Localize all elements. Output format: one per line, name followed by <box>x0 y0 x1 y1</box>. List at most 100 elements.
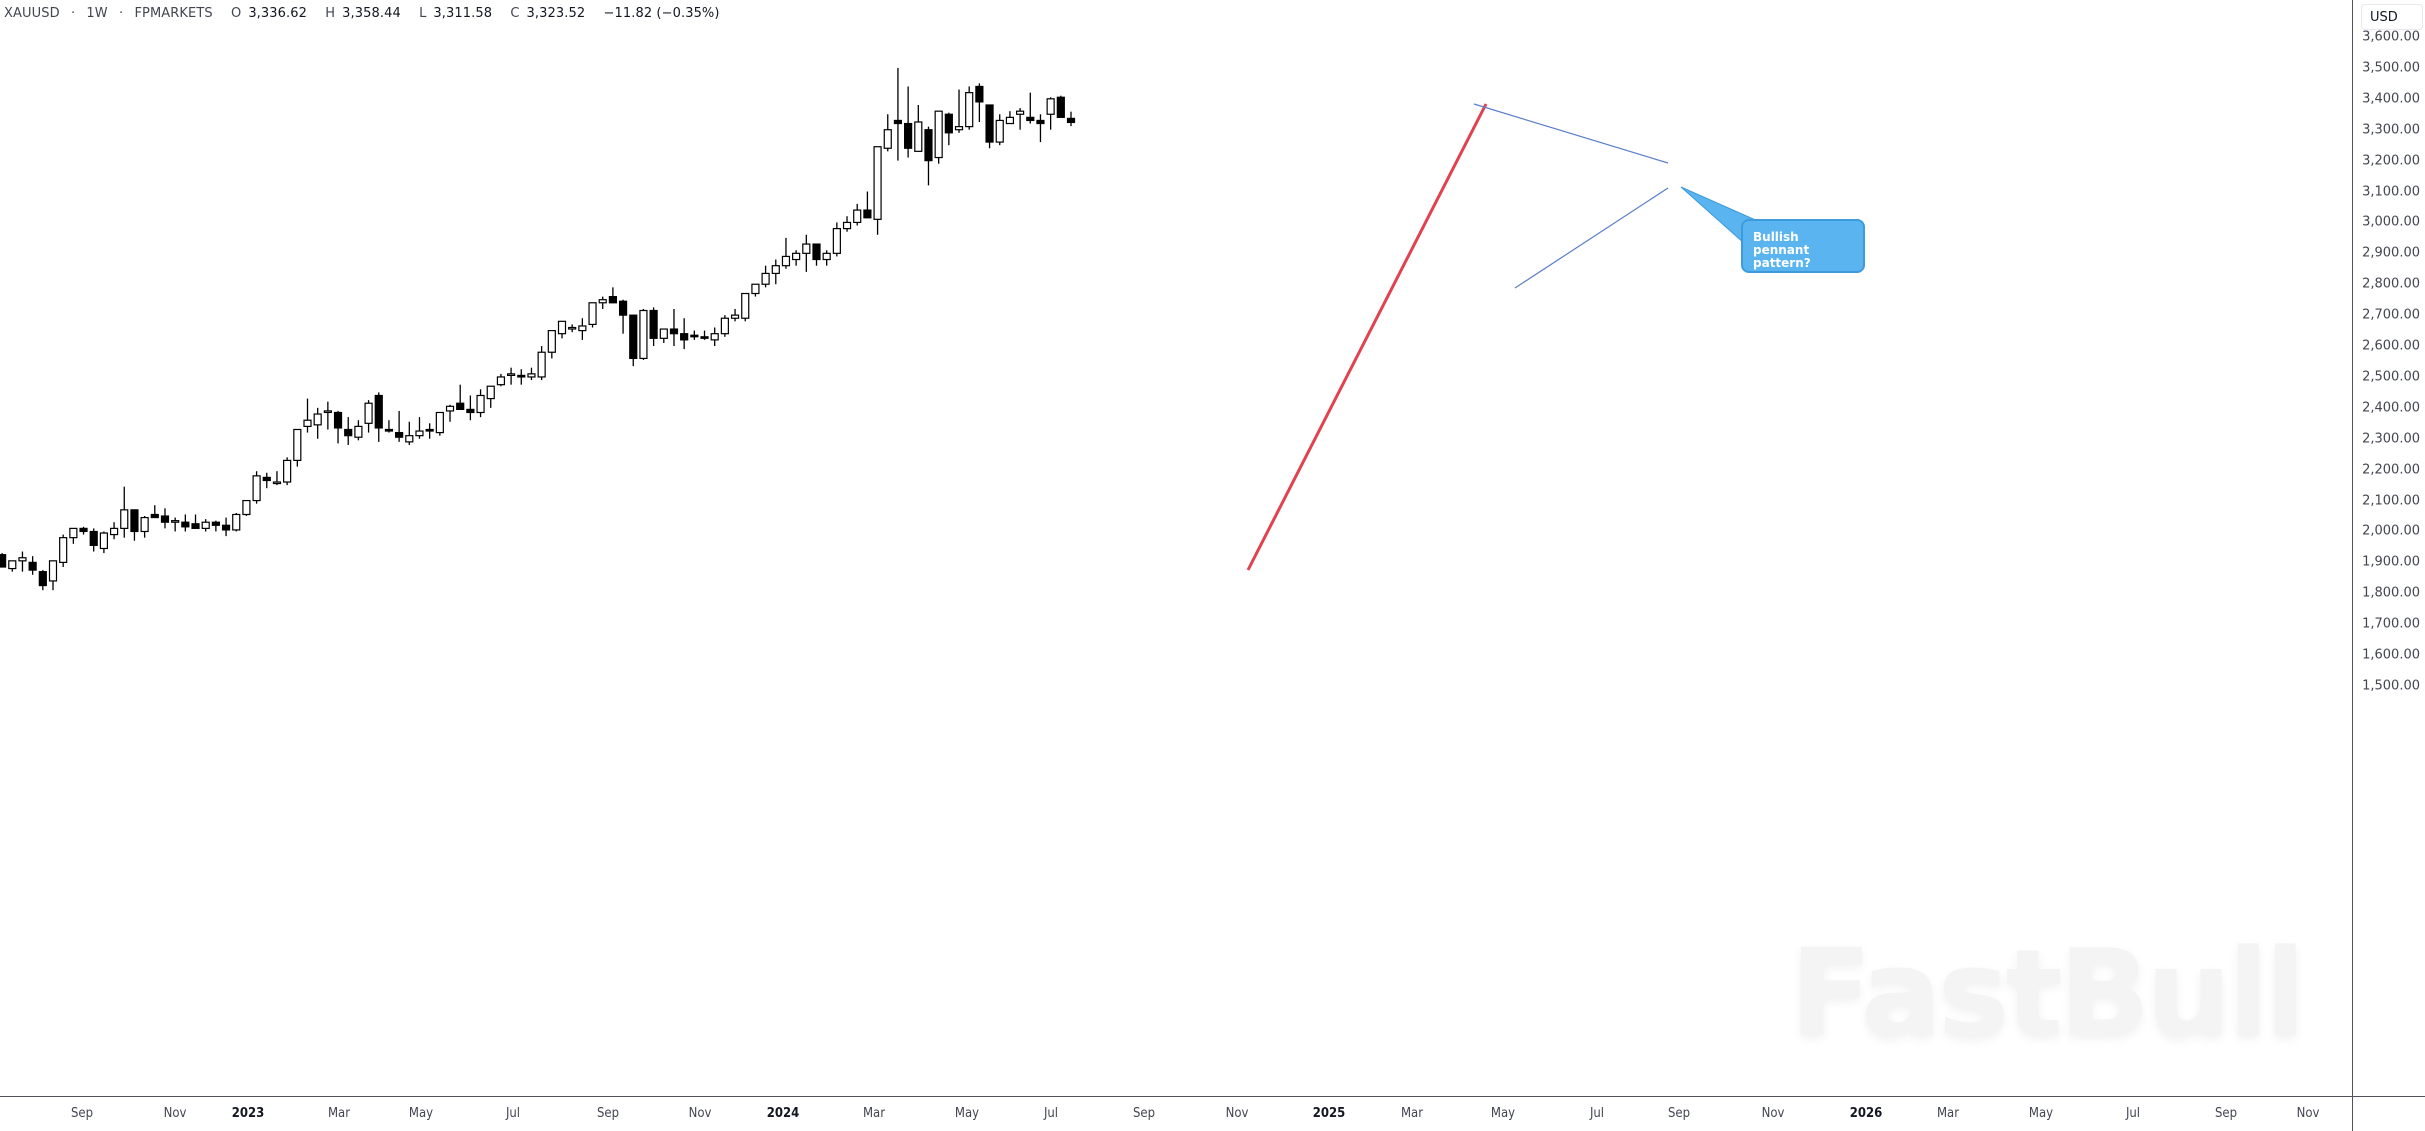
candle-up <box>954 126 964 131</box>
time-tick-label: Nov <box>163 1106 187 1121</box>
price-tick-label: 3,100.00 <box>2362 184 2420 200</box>
time-tick-label: Nov <box>1225 1106 1249 1121</box>
candle-up <box>598 299 607 304</box>
time-tick-label: Mar <box>1936 1106 1960 1121</box>
candle-up <box>995 119 1004 143</box>
candle-down <box>395 431 404 438</box>
candle-up <box>59 537 68 563</box>
pennant-lower-trendline[interactable] <box>1514 187 1669 289</box>
candle-up <box>283 459 292 483</box>
ohlc-low: L 3,311.58 <box>419 6 493 21</box>
candle-up <box>293 428 302 461</box>
candle-down <box>262 476 271 482</box>
candle-up <box>934 110 943 159</box>
candle-up <box>568 326 577 330</box>
candle-down <box>680 333 689 341</box>
candle-down <box>669 328 679 335</box>
candle-up <box>1015 110 1025 115</box>
candle-down <box>629 314 638 360</box>
candle-down <box>517 374 526 378</box>
bullish-pennant-callout[interactable]: Bullish pennant pattern? <box>1741 219 1865 273</box>
candle-down <box>812 243 821 261</box>
time-tick-label: Jul <box>1043 1106 1059 1121</box>
candlestick-series <box>0 67 1076 591</box>
symbol-legend: XAUUSD · 1W · FPMARKETS O 3,336.62 H 3,358… <box>4 6 727 21</box>
time-tick-label: Jul <box>505 1106 521 1121</box>
candle-up <box>883 129 892 149</box>
candle-up <box>323 410 332 414</box>
time-tick-label: Mar <box>862 1106 886 1121</box>
time-tick-label: Sep <box>2214 1106 2238 1121</box>
candle-up <box>303 419 312 428</box>
candle-down <box>1036 119 1045 125</box>
candle-down <box>1066 117 1076 124</box>
time-tick-label: 2023 <box>231 1106 265 1121</box>
pennant-upper-trendline[interactable] <box>1473 103 1669 164</box>
candle-up <box>822 252 831 261</box>
candle-up <box>659 328 668 339</box>
price-tick-label: 1,700.00 <box>2362 616 2420 632</box>
price-tick-label: 2,400.00 <box>2362 400 2420 416</box>
candle-down <box>150 513 159 519</box>
time-tick-label: Sep <box>1667 1106 1691 1121</box>
price-tick-label: 1,900.00 <box>2362 554 2420 570</box>
candle-up <box>781 255 791 267</box>
time-tick-label: Sep <box>70 1106 94 1121</box>
time-tick-label: Mar <box>1400 1106 1424 1121</box>
price-chart-canvas[interactable] <box>0 0 2352 1096</box>
candle-up <box>496 376 506 386</box>
candle-down <box>79 527 88 533</box>
candle-down <box>38 571 47 587</box>
time-tick-label: Sep <box>1132 1106 1156 1121</box>
candle-down <box>893 119 903 125</box>
candle-down <box>384 428 394 432</box>
price-tick-label: 3,200.00 <box>2362 153 2420 169</box>
candle-down <box>221 524 231 531</box>
candle-down <box>130 509 139 533</box>
candle-up <box>313 413 322 426</box>
candle-up <box>771 265 780 275</box>
price-tick-label: 2,500.00 <box>2362 369 2420 385</box>
price-tick-label: 3,600.00 <box>2362 29 2420 45</box>
candle-up <box>171 520 180 523</box>
ohlc-close: C 3,323.52 <box>510 6 586 21</box>
candle-down <box>333 411 343 429</box>
candle-down <box>181 521 190 528</box>
candle-down <box>618 300 628 316</box>
candle-up <box>364 402 373 424</box>
time-tick-label: Nov <box>2296 1106 2320 1121</box>
candle-up <box>557 320 567 335</box>
candle-up <box>252 475 261 502</box>
candle-up <box>842 221 852 230</box>
price-tick-label: 3,000.00 <box>2362 214 2420 230</box>
price-change: −11.82 (−0.35%) <box>603 6 720 21</box>
candle-down <box>975 85 984 103</box>
currency-selector[interactable]: USD <box>2361 4 2423 30</box>
candle-up <box>1046 98 1055 115</box>
candle-up <box>527 373 536 378</box>
ohlc-high: H 3,358.44 <box>325 6 401 21</box>
price-tick-label: 2,200.00 <box>2362 462 2420 478</box>
symbol-name[interactable]: XAUUSD · 1W · FPMARKETS <box>4 6 213 21</box>
candle-up <box>201 521 210 529</box>
candle-up <box>109 527 119 536</box>
flagpole-trendline[interactable] <box>1246 103 1488 571</box>
candle-down <box>1056 96 1065 118</box>
candle-up <box>48 560 58 582</box>
price-tick-label: 1,500.00 <box>2362 678 2420 694</box>
candle-up <box>69 527 78 539</box>
price-tick-label: 2,700.00 <box>2362 307 2420 323</box>
time-tick-label: Mar <box>327 1106 351 1121</box>
time-axis[interactable]: Sep Nov 2023 Mar May Jul Sep Nov 2024 Mar May Jul Se… <box>0 1096 2352 1131</box>
candle-up <box>272 481 282 485</box>
time-tick-label: Jul <box>1589 1106 1605 1121</box>
candle-up <box>476 394 485 414</box>
price-tick-label: 1,800.00 <box>2362 585 2420 601</box>
drawings-layer[interactable] <box>1246 103 1761 571</box>
price-axis[interactable]: USD 3,600.00 3,500.00 3,400.00 3,300.00 3,20… <box>2352 0 2425 1096</box>
time-tick-label: May <box>408 1106 434 1121</box>
price-tick-label: 2,600.00 <box>2362 338 2420 354</box>
candle-up <box>445 405 455 412</box>
candle-up <box>710 333 719 341</box>
candle-down <box>0 554 7 568</box>
